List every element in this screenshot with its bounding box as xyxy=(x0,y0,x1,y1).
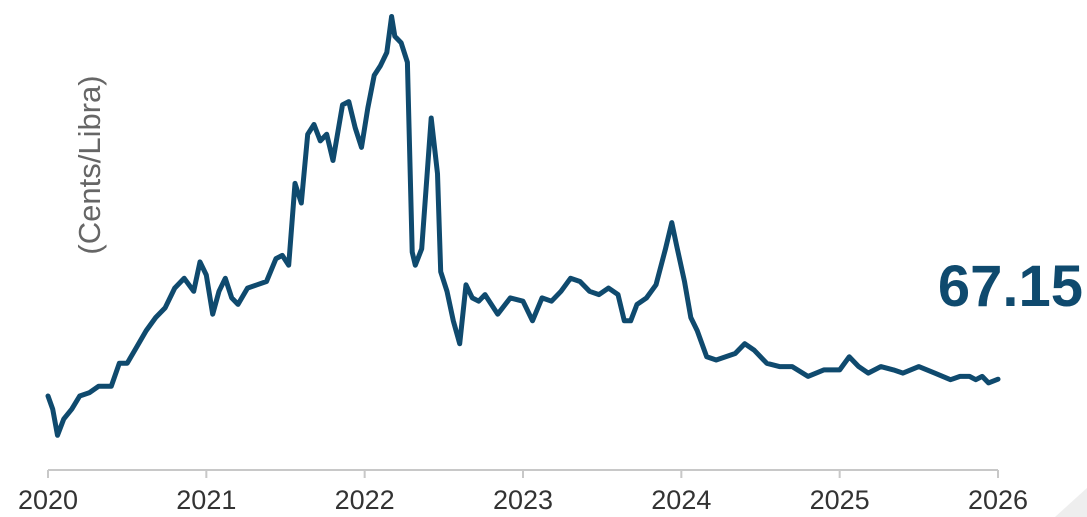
series xyxy=(45,14,1001,438)
x-tick-label: 2024 xyxy=(651,485,711,515)
x-tick-label: 2025 xyxy=(810,485,870,515)
x-tick-label: 2023 xyxy=(493,485,553,515)
x-tick-label: 2021 xyxy=(176,485,236,515)
x-tick-labels: 2020 2021 2022 2023 2024 2025 2026 xyxy=(18,485,1028,515)
last-value-label: 67.15 xyxy=(938,254,1083,319)
y-axis-label: (Cents/Libra) xyxy=(72,75,107,254)
x-tick-label: 2026 xyxy=(968,485,1028,515)
price-series-line xyxy=(45,14,1001,438)
x-tick-label: 2020 xyxy=(18,485,78,515)
x-axis xyxy=(47,469,999,478)
corner-decoration xyxy=(1055,488,1087,517)
x-tick-label: 2022 xyxy=(335,485,395,515)
